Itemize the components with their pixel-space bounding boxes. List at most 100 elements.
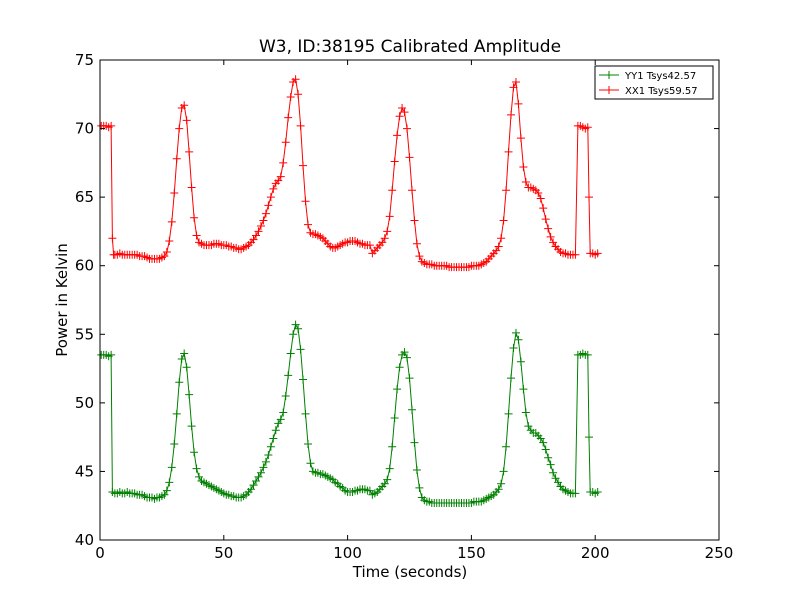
data-point: [395, 363, 404, 372]
data-point: [410, 216, 419, 225]
data-point: [172, 409, 181, 418]
data-point: [276, 415, 285, 424]
data-point: [536, 194, 545, 203]
data-point: [509, 344, 518, 352]
data-point: [259, 216, 268, 225]
data-point: [400, 108, 409, 117]
data-point: [160, 252, 169, 261]
data-point: [504, 147, 513, 156]
data-point: [585, 193, 594, 202]
legend-marker: [605, 86, 613, 94]
data-point: [165, 478, 174, 487]
data-point: [165, 237, 174, 246]
data-point: [385, 464, 394, 473]
data-point: [385, 212, 394, 221]
data-point: [380, 234, 389, 243]
data-point: [388, 442, 397, 451]
data-point: [507, 110, 516, 119]
y-tick-label: 75: [75, 51, 94, 69]
data-point: [393, 131, 402, 140]
data-point: [583, 123, 592, 132]
data-point: [571, 489, 580, 498]
data-point: [514, 99, 523, 108]
data-point: [162, 486, 171, 495]
data-point: [279, 158, 288, 167]
data-point: [264, 201, 273, 210]
legend-entry: YY1 Tsys42.57: [599, 71, 696, 82]
data-point: [291, 320, 300, 329]
data-point: [254, 227, 263, 236]
legend: YY1 Tsys42.57 XX1 Tsys59.57: [594, 65, 714, 100]
data-point: [499, 216, 508, 225]
data-point: [261, 457, 270, 466]
data-point: [521, 408, 530, 417]
data-point: [511, 77, 520, 86]
y-tick-label: 60: [75, 257, 94, 275]
data-point: [380, 479, 389, 488]
data-point: [251, 477, 260, 486]
data-point: [190, 213, 199, 222]
data-point: [281, 392, 290, 400]
y-tick-label: 55: [75, 325, 94, 343]
legend-entry: XX1 Tsys59.57: [599, 86, 698, 97]
data-point: [175, 124, 184, 133]
data-point: [306, 459, 315, 468]
data-point: [541, 215, 550, 224]
y-tick-label: 70: [75, 120, 94, 138]
data-point: [192, 464, 201, 473]
data-point: [185, 147, 194, 156]
data-point: [187, 183, 196, 192]
data-point: [499, 467, 508, 476]
data-point: [516, 134, 525, 143]
data-point: [395, 112, 404, 121]
data-point: [192, 231, 201, 240]
data-point: [502, 186, 511, 195]
data-point: [519, 162, 528, 171]
data-point: [175, 378, 184, 387]
x-tick-label: 200: [581, 544, 610, 562]
data-point: [180, 349, 189, 358]
legend-label: YY1 Tsys42.57: [624, 71, 696, 82]
data-point: [494, 242, 503, 251]
data-point: [378, 238, 387, 247]
data-point: [303, 440, 312, 448]
x-tick-label: 100: [333, 544, 362, 562]
data-point: [509, 83, 518, 92]
data-point: [410, 438, 419, 447]
data-point: [276, 172, 285, 181]
data-point: [383, 227, 392, 236]
data-point: [269, 184, 278, 193]
data-point: [284, 371, 293, 380]
data-point: [549, 238, 558, 247]
data-point: [504, 409, 513, 418]
data-point: [583, 350, 592, 359]
data-point: [497, 479, 506, 488]
data-point: [405, 153, 414, 162]
data-point: [400, 348, 409, 357]
data-point: [405, 374, 414, 383]
data-point: [571, 250, 580, 259]
data-point: [269, 434, 278, 443]
data-point: [519, 385, 528, 394]
data-point: [412, 239, 421, 248]
data-point: [407, 186, 416, 195]
y-tick-label: 50: [75, 394, 94, 412]
data-point: [170, 440, 179, 448]
data-point: [271, 426, 280, 435]
series-1: [97, 320, 602, 507]
axes-frame: [99, 59, 720, 541]
data-point: [294, 324, 303, 333]
data-point: [502, 442, 511, 451]
data-point: [291, 75, 300, 84]
data-point: [108, 234, 117, 243]
data-point: [160, 490, 169, 499]
data-point: [182, 363, 191, 372]
chart-title: W3, ID:38195 Calibrated Amplitude: [259, 37, 561, 57]
data-point: [393, 385, 402, 394]
data-point: [398, 104, 407, 112]
data-point: [524, 422, 533, 431]
y-tick-label: 40: [75, 531, 94, 549]
axes: 0 50 100 150 200 250 40 45 50 55 60 65 70 75: [75, 51, 733, 562]
